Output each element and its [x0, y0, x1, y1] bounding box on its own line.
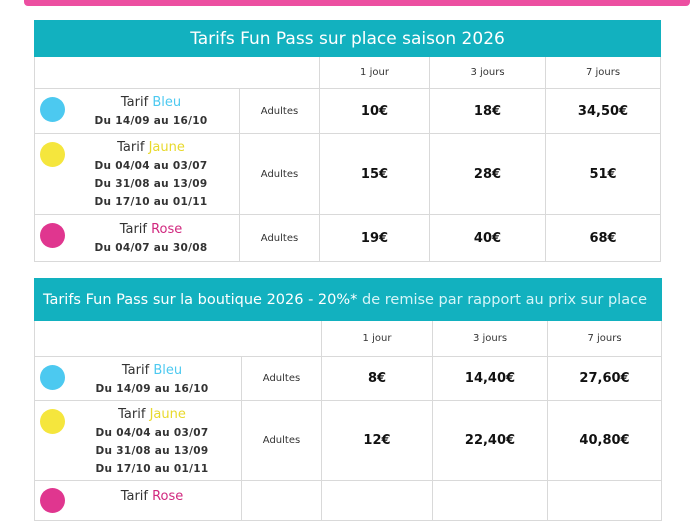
tarif-dates: Du 31/08 au 13/09: [94, 178, 208, 190]
price-cell: 27,60€: [546, 356, 663, 401]
price-cell: 14,40€: [432, 356, 548, 401]
rose-dot-icon: [40, 223, 65, 248]
header-7-jours: 7 jours: [544, 56, 662, 89]
tarif-label: Tarif: [117, 140, 149, 155]
tarif-label: Tarif: [120, 95, 153, 110]
header-1-jour: 1 jour: [321, 320, 433, 357]
tarif-label: Tarif: [121, 362, 154, 378]
price-cell: 18€: [429, 88, 546, 134]
top-pink-bar: [24, 0, 690, 6]
tarif-dates: Du 04/04 au 03/07: [95, 426, 209, 439]
table-row: Tarif Bleu Du 14/09 au 16/10 Adultes 8€ …: [34, 356, 663, 401]
tarif-dates: Du 31/08 au 13/09: [95, 444, 209, 457]
audience-cell: Adultes: [241, 356, 322, 401]
tarif-jaune-cell: Tarif Jaune Du 04/04 au 03/07 Du 31/08 a…: [34, 400, 242, 481]
tarif-dates: Du 17/10 au 01/11: [94, 196, 208, 208]
jaune-dot-icon: [40, 142, 65, 167]
price-cell: [321, 480, 433, 521]
tarif-label: Tarif: [120, 489, 153, 504]
tarif-dates: Du 14/09 au 16/10: [95, 382, 209, 395]
price-cell: 15€: [319, 133, 430, 215]
price-cell: [546, 480, 663, 521]
table1-title: Tarifs Fun Pass sur place saison 2026: [33, 20, 662, 57]
table-row: Tarif Rose: [34, 480, 663, 521]
price-cell: 40€: [429, 214, 546, 262]
tarif-color-word: Jaune: [149, 406, 186, 422]
table-row: Tarif Jaune Du 04/04 au 03/07 Du 31/08 a…: [34, 400, 663, 481]
price-cell: 12€: [321, 400, 433, 481]
tarif-rose-cell: Tarif Rose Du 04/07 au 30/08: [34, 214, 240, 262]
tarif-label: Tarif: [118, 406, 150, 422]
audience-cell: Adultes: [239, 133, 320, 215]
tarif-dates: Du 04/04 au 03/07: [94, 160, 208, 172]
price-cell: 51€: [544, 133, 662, 215]
header-empty-cell: [34, 320, 322, 357]
audience-cell: Adultes: [239, 88, 320, 134]
header-3-jours: 3 jours: [429, 56, 546, 89]
audience-cell: Adultes: [241, 400, 322, 481]
price-cell: 68€: [544, 214, 662, 262]
tarif-color-word: Bleu: [152, 95, 182, 110]
table2-title: Tarifs Fun Pass sur la boutique 2026 - 2…: [33, 278, 663, 321]
price-cell: 40,80€: [546, 400, 663, 481]
rose-dot-icon: [40, 488, 65, 513]
audience-cell: Adultes: [239, 214, 320, 262]
tarif-rose-cell: Tarif Rose: [34, 480, 242, 521]
header-3-jours: 3 jours: [432, 320, 548, 357]
tarif-dates: Du 14/09 au 16/10: [94, 115, 208, 127]
table-row: Tarif Bleu Du 14/09 au 16/10 Adultes 10€…: [34, 88, 662, 134]
tarifs-sur-place-table: Tarifs Fun Pass sur place saison 2026 1 …: [33, 20, 662, 262]
table2-title-main: Tarifs Fun Pass sur la boutique 2026 - 2…: [43, 291, 358, 308]
tarif-bleu-cell: Tarif Bleu Du 14/09 au 16/10: [34, 356, 242, 401]
tarif-color-word: Rose: [151, 222, 183, 237]
tarif-color-word: Rose: [152, 489, 184, 504]
table2-title-rest: de remise par rapport au prix sur place: [357, 291, 647, 308]
tarif-label: Tarif: [119, 222, 152, 237]
header-1-jour: 1 jour: [319, 56, 430, 89]
table-row: Tarif Jaune Du 04/04 au 03/07 Du 31/08 a…: [34, 133, 662, 215]
price-cell: 10€: [319, 88, 430, 134]
tarif-dates: Du 04/07 au 30/08: [94, 242, 208, 254]
header-7-jours: 7 jours: [546, 320, 663, 357]
audience-cell: [241, 480, 322, 521]
bleu-dot-icon: [40, 365, 65, 390]
tarifs-boutique-table: Tarifs Fun Pass sur la boutique 2026 - 2…: [33, 278, 663, 521]
jaune-dot-icon: [40, 409, 65, 434]
header-empty-cell: [34, 56, 320, 89]
tarif-jaune-cell: Tarif Jaune Du 04/04 au 03/07 Du 31/08 a…: [34, 133, 240, 215]
price-cell: 34,50€: [544, 88, 662, 134]
tarif-color-word: Bleu: [153, 362, 183, 378]
tarif-color-word: Jaune: [148, 140, 185, 155]
price-cell: 8€: [321, 356, 433, 401]
table-row: Tarif Rose Du 04/07 au 30/08 Adultes 19€…: [34, 214, 662, 262]
price-cell: [432, 480, 548, 521]
bleu-dot-icon: [40, 97, 65, 122]
price-cell: 22,40€: [432, 400, 548, 481]
price-cell: 19€: [319, 214, 430, 262]
tarif-bleu-cell: Tarif Bleu Du 14/09 au 16/10: [34, 88, 240, 134]
tarif-dates: Du 17/10 au 01/11: [95, 462, 209, 475]
price-cell: 28€: [429, 133, 546, 215]
